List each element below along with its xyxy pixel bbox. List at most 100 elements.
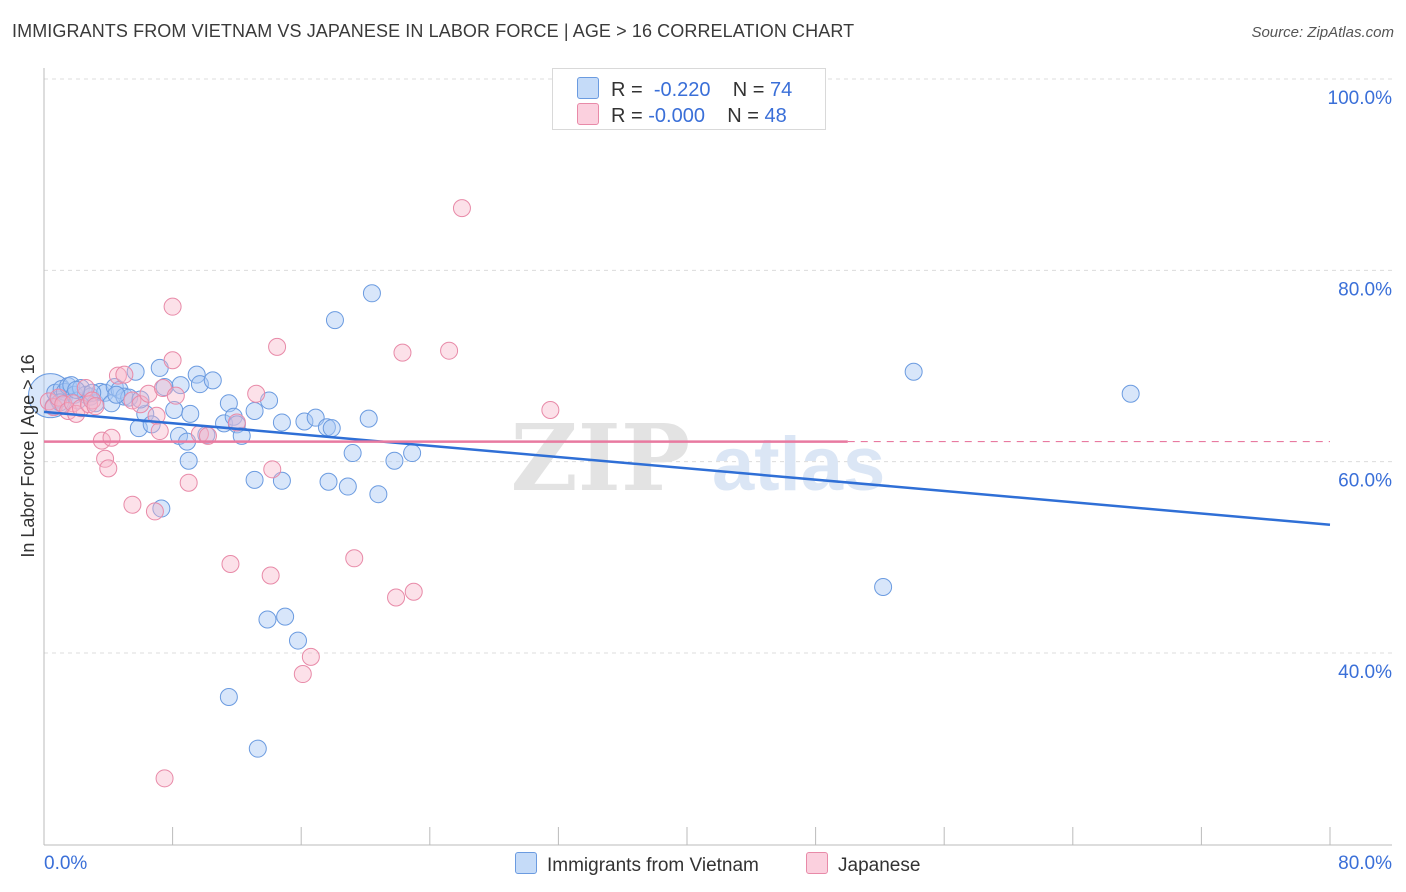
japanese-point — [541, 401, 560, 420]
vietnam-point — [319, 472, 338, 491]
vietnam-point — [107, 385, 126, 404]
watermark-atlas: atlas — [712, 422, 885, 507]
vietnam-point — [362, 284, 381, 303]
vietnam-point — [219, 688, 238, 707]
japanese-point — [123, 495, 142, 514]
n-label: N = — [732, 79, 765, 101]
axes-layer — [43, 68, 1392, 846]
n-value: 48 — [764, 105, 787, 127]
japanese-point — [166, 386, 185, 405]
vietnam-point — [904, 362, 923, 381]
chart-title: IMMIGRANTS FROM VIETNAM VS JAPANESE IN L… — [12, 21, 855, 41]
japanese-point — [301, 647, 320, 666]
bottom-legend-japanese: Japanese — [806, 852, 920, 877]
r-label: R = — [611, 105, 643, 127]
vietnam-point — [203, 371, 222, 390]
correlation-legend: R = -0.220 N = 74 R = -0.000 N = 48 — [552, 68, 826, 130]
chart-source: Source: ZipAtlas.com — [1251, 24, 1394, 41]
japanese-point — [99, 459, 118, 478]
japanese-point — [221, 555, 240, 574]
x-tick-label: 80.0% — [1338, 853, 1392, 874]
vietnam-point — [232, 426, 251, 445]
japanese-point — [102, 428, 121, 447]
japanese-point — [147, 406, 166, 425]
vietnam-point — [874, 577, 893, 596]
vietnam-point — [181, 404, 200, 423]
japanese-point — [247, 384, 266, 403]
vietnam-point — [136, 404, 155, 423]
r-value: -0.220 — [653, 79, 711, 101]
vietnam-point — [295, 412, 314, 431]
grid-layer — [44, 78, 1392, 654]
legend-swatch-japanese — [577, 103, 599, 125]
japanese-point — [115, 365, 134, 384]
labels-layer: 100.0% 80.0% 60.0% 40.0% 0.0% 80.0% In Labor F… — [18, 88, 1392, 874]
vietnam-point — [276, 607, 295, 626]
n-label: N = — [727, 105, 759, 127]
japanese-point — [150, 422, 169, 441]
bottom-legend-label: Immigrants from Vietnam — [547, 855, 759, 876]
japanese-point — [108, 366, 127, 385]
vietnam-point — [179, 451, 198, 470]
bottom-legend-swatch-japanese — [806, 852, 828, 874]
points-layer — [27, 199, 1140, 788]
japanese-point — [263, 460, 282, 479]
series-japanese — [39, 199, 560, 788]
japanese-point — [155, 769, 174, 788]
vietnam-point — [1121, 384, 1140, 403]
japanese-point — [96, 449, 115, 468]
vietnam-point — [245, 470, 264, 489]
japanese-point — [452, 199, 471, 218]
legend-row-japanese: R = -0.000 N = 48 — [577, 103, 787, 128]
japanese-point — [39, 392, 58, 411]
vietnam-point — [359, 409, 378, 428]
vietnam-point — [248, 739, 267, 758]
watermark: ZIP atlas — [511, 404, 886, 512]
vietnam-point — [126, 362, 145, 381]
japanese-point — [86, 397, 105, 416]
y-tick-label: 80.0% — [1338, 279, 1392, 300]
vietnam-point — [219, 394, 238, 413]
vietnam-point — [403, 444, 422, 463]
japanese-point — [440, 341, 459, 360]
japanese-point — [227, 413, 246, 432]
bottom-legend-vietnam: Immigrants from Vietnam — [515, 852, 759, 877]
japanese-point — [83, 391, 102, 410]
vietnam-point — [272, 413, 291, 432]
japanese-point — [163, 351, 182, 370]
vietnam-point — [322, 419, 341, 438]
vietnam-point — [105, 378, 124, 397]
legend-row-vietnam: R = -0.220 N = 74 — [577, 77, 792, 102]
japanese-point — [163, 297, 182, 316]
y-tick-label: 100.0% — [1328, 88, 1393, 109]
vietnam-point — [245, 401, 264, 420]
vietnam-point — [272, 471, 291, 490]
bottom-legend-label: Japanese — [838, 855, 921, 876]
r-label: R = — [611, 79, 643, 101]
japanese-point — [145, 502, 164, 521]
japanese-point — [293, 665, 312, 684]
vietnam-point — [171, 376, 190, 395]
vietnam-trend-line — [43, 410, 1331, 527]
y-tick-label: 40.0% — [1338, 662, 1392, 683]
japanese-point — [179, 473, 198, 492]
vietnam-point — [343, 444, 362, 463]
vietnam-point — [288, 631, 307, 650]
vietnam-point — [258, 610, 277, 629]
y-tick-label: 60.0% — [1338, 471, 1392, 492]
legend-swatch-vietnam — [577, 77, 599, 99]
japanese-point — [261, 566, 280, 585]
trend-layer — [43, 410, 1331, 527]
vietnam-point — [325, 311, 344, 330]
watermark-zip: ZIP — [511, 404, 690, 512]
japanese-point — [387, 588, 406, 607]
japanese-point — [404, 582, 423, 601]
y-axis-label: In Labor Force | Age > 16 — [18, 354, 38, 557]
x-tick-label: 0.0% — [44, 853, 87, 874]
japanese-point — [268, 337, 287, 356]
vietnam-point — [385, 451, 404, 470]
bottom-legend-swatch-vietnam — [515, 852, 537, 874]
r-value: -0.000 — [648, 105, 705, 127]
vietnam-point — [187, 365, 206, 384]
